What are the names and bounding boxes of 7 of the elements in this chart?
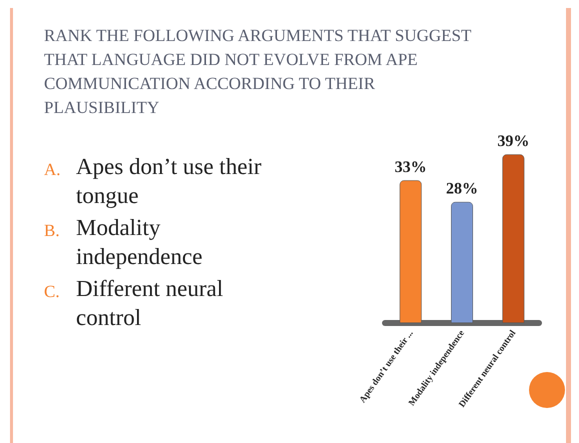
data-label: 39% [497,132,530,150]
data-label: 28% [446,180,478,198]
data-label: 33% [394,158,427,176]
chart-title: RANK THE FOLLOWING ARGUMENTS THAT SUGGEST THAT LANGUAGE DID NOT EVOLVE FROM APE COMMUNICATION ACCORDING TO THEIR PLAUSIBILITY [44,25,472,119]
text: A. Apes don’t use their tongue [44,153,262,210]
text: C. Different neural control [44,275,224,332]
text: B. Modality independence [44,214,204,271]
